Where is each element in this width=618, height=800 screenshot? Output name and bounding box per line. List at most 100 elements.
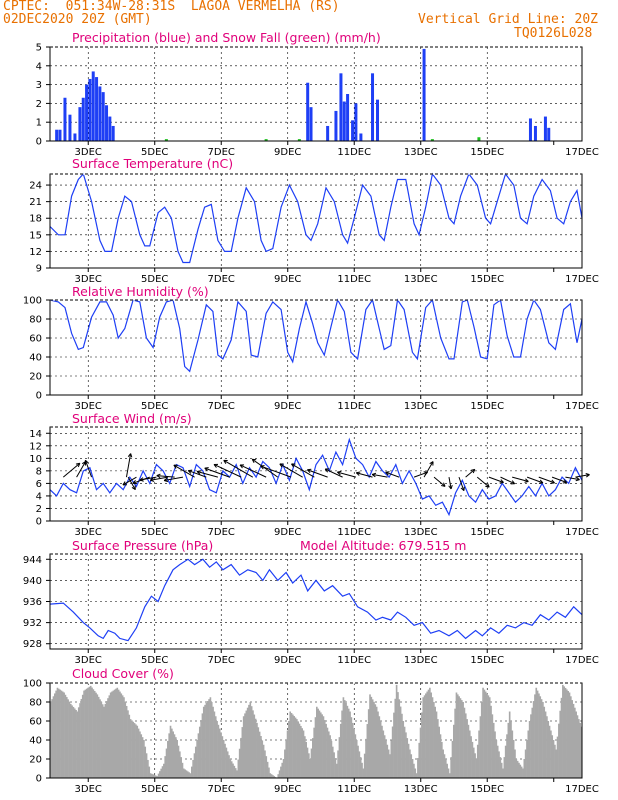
cloud-column (57, 688, 60, 778)
precip-bar (91, 71, 95, 141)
cloud-column (96, 694, 99, 778)
cloud-column (127, 710, 129, 778)
cloud-column (128, 714, 131, 778)
rh-xtick-label: 3DEC (75, 401, 102, 412)
cloud-column (361, 762, 363, 778)
cloud-column (284, 749, 286, 778)
wind-arrow-head (448, 484, 453, 490)
cloud-column (310, 748, 313, 778)
cloud-column (531, 707, 534, 778)
cloud-column (386, 744, 389, 778)
cloud-column (212, 706, 214, 778)
cloud-column (417, 758, 419, 778)
cloud-column (289, 711, 292, 778)
cloud-column (124, 701, 127, 778)
cloud-column (253, 714, 256, 778)
cloud-column (552, 740, 555, 778)
cloud-column (342, 697, 345, 778)
cloud-column (229, 759, 232, 778)
wind-arrow (223, 459, 254, 478)
cloud-column (458, 696, 460, 778)
cloud-column (502, 768, 504, 778)
wind-arrow (164, 476, 184, 481)
cloud-column (81, 694, 84, 778)
cloud-column (459, 698, 462, 778)
precip-bar (58, 129, 62, 141)
pressure-xtick-label: 17DEC (565, 655, 599, 666)
cloud-title: Cloud Cover (%) (72, 666, 174, 681)
cloud-column (322, 716, 325, 778)
cloud-column (403, 726, 406, 778)
wind-arrow (173, 464, 195, 478)
cloud-column (149, 773, 152, 778)
cloud-column (308, 753, 310, 778)
wind-arrow-head (470, 468, 476, 474)
cloud-column (265, 756, 268, 778)
cloud-column (466, 719, 468, 778)
precip-bar (376, 99, 380, 141)
wind-xtick-label: 9DEC (274, 527, 301, 538)
cloud-column (450, 757, 452, 778)
cloud-column (120, 693, 123, 778)
cloud-column (349, 711, 351, 778)
cloud-column (68, 701, 71, 778)
precip-bar (309, 107, 313, 141)
cloud-column (52, 696, 55, 778)
wind-arrow (551, 476, 567, 483)
cloud-column (157, 773, 160, 778)
cloud-column (325, 723, 327, 778)
wind-arrow (372, 473, 388, 478)
cloud-column (183, 768, 185, 778)
cloud-column (171, 728, 173, 778)
precip-bar (359, 133, 363, 141)
cloud-column (452, 724, 455, 778)
temp-xtick-label: 13DEC (404, 274, 438, 285)
cloud-column (558, 723, 560, 778)
cloud-column (252, 710, 254, 778)
cloud-column (277, 774, 280, 778)
cloud-column (168, 733, 170, 778)
cloud-column (218, 728, 221, 778)
cloud-column (337, 750, 339, 778)
cloud-column (455, 692, 458, 778)
cloud-column (244, 713, 246, 778)
cloud-column (91, 687, 93, 778)
cloud-column (511, 730, 514, 778)
temp-title: Surface Temperature (nC) (72, 156, 233, 171)
precip-bar (339, 73, 343, 141)
wind-arrow (122, 476, 137, 486)
wind-arrow-head (429, 461, 434, 466)
cloud-column (80, 698, 83, 778)
cloud-xtick-label: 15DEC (470, 784, 504, 795)
rh-xtick-label: 15DEC (470, 401, 504, 412)
cloud-column (177, 745, 180, 778)
cloud-column (434, 706, 436, 778)
cloud-column (268, 767, 270, 778)
cloud-column (405, 732, 407, 778)
cloud-column (407, 743, 410, 778)
wind-arrow (62, 462, 81, 478)
cloud-column (161, 766, 164, 778)
cloud-column (228, 755, 230, 778)
pressure-ytick-label: 928 (23, 639, 42, 650)
cloud-column (248, 704, 250, 778)
cloud-column (550, 730, 552, 778)
precip-ytick-label: 4 (36, 61, 42, 72)
cloud-column (421, 712, 423, 778)
cloud-column (288, 721, 290, 778)
cloud-column (245, 710, 248, 778)
cloud-column (65, 697, 68, 778)
rh-ytick-label: 60 (29, 334, 42, 345)
cloud-column (141, 737, 144, 778)
cloud-column (426, 691, 429, 778)
cloud-column (179, 751, 181, 778)
wind-xtick-label: 13DEC (404, 527, 438, 538)
cloud-column (190, 766, 193, 778)
cloud-column (510, 721, 512, 778)
cloud-column (318, 710, 321, 778)
cloud-column (507, 722, 510, 778)
cloud-column (196, 740, 198, 778)
precip-xtick-label: 15DEC (470, 147, 504, 158)
cloud-column (143, 740, 145, 778)
pressure-xtick-label: 7DEC (208, 655, 235, 666)
